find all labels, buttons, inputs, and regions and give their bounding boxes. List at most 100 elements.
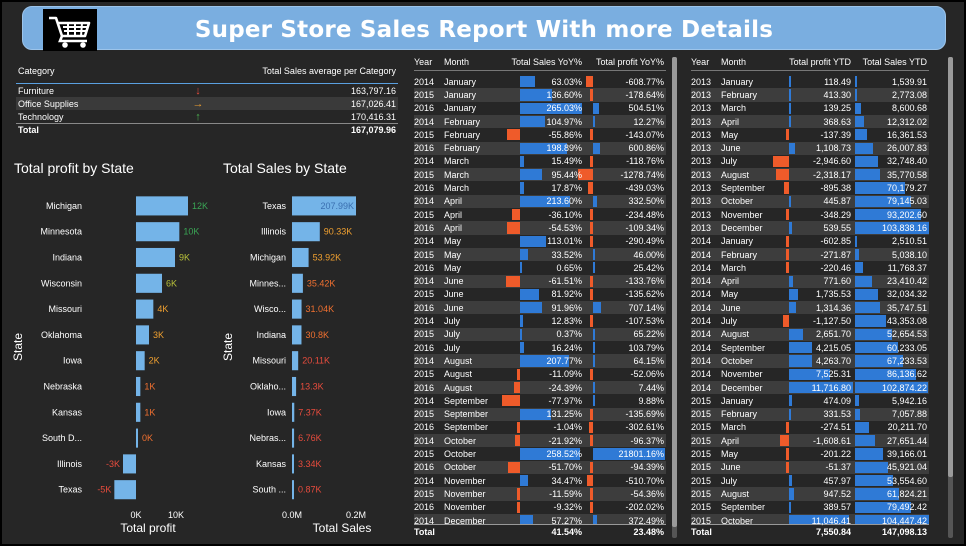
column-header[interactable]: Total profit YTD (789, 57, 851, 67)
table-row[interactable]: 2015 September 389.57 79,492.42 (691, 501, 929, 514)
table-row[interactable]: 2013 June 1,108.73 26,007.83 (691, 141, 929, 155)
table-row[interactable]: 2014 February 104.97% 12.27% (414, 114, 666, 129)
table-row[interactable]: 2015 January 474.09 5,942.16 (691, 394, 929, 407)
sales-yoy-cell: 104.97% (502, 115, 584, 128)
table-row[interactable]: 2015 March 95.44% -1278.74% (414, 168, 666, 182)
table-row[interactable]: 2013 May -137.39 16,361.53 (691, 128, 929, 141)
column-header[interactable]: Year (414, 57, 433, 67)
table-row[interactable]: 2013 July -2,946.60 32,748.40 (691, 155, 929, 168)
table-row[interactable]: 2014 April 771.60 23,410.42 (691, 274, 929, 288)
table-row[interactable]: 2013 October 445.87 79,145.03 (691, 194, 929, 208)
table-row[interactable]: 2014 August 207.77% 64.15% (414, 354, 666, 368)
table-row[interactable]: 2016 June 91.96% 707.14% (414, 301, 666, 315)
table-row[interactable]: 2015 November -11.59% -54.36% (414, 487, 666, 501)
table-row[interactable]: 2015 October 258.52% 21801.16% (414, 447, 666, 460)
table-row[interactable]: 2015 May 33.52% 46.00% (414, 247, 666, 262)
category-row[interactable]: Technology ↑ 170,416.31 (16, 110, 398, 123)
table-row[interactable]: 2014 September 4,215.05 60,233.05 (691, 341, 929, 354)
table-row[interactable]: 2014 November 34.47% -510.70% (414, 474, 666, 487)
table-row[interactable]: 2015 April -36.10% -234.48% (414, 208, 666, 221)
table-row[interactable]: 2015 February -55.86% -143.07% (414, 128, 666, 141)
table-row[interactable]: 2014 May 1,735.53 32,034.32 (691, 288, 929, 301)
data-bar (786, 209, 789, 221)
table-row[interactable]: 2015 June 81.92% -135.62% (414, 288, 666, 301)
table-row[interactable]: 2014 July -1,127.50 43,353.08 (691, 314, 929, 327)
table-row[interactable]: 2016 November -9.32% -202.02% (414, 501, 666, 514)
category-row[interactable]: Furniture ↓ 163,797.16 (16, 84, 398, 97)
table-row[interactable]: 2013 August -2,318.17 35,770.58 (691, 168, 929, 182)
table-row[interactable]: 2014 April 213.60% 332.50% (414, 194, 666, 208)
table-row[interactable]: 2015 July 457.97 53,554.60 (691, 474, 929, 487)
table-row[interactable]: 2013 November -348.29 93,202.60 (691, 208, 929, 221)
table-row[interactable]: 2014 June -61.51% -133.76% (414, 274, 666, 288)
month-cell: July (444, 314, 502, 327)
table-row[interactable]: 2013 April 368.63 12,312.02 (691, 114, 929, 129)
ytd-scroll-thumb[interactable] (948, 57, 953, 477)
table-row[interactable]: 2015 January 136.60% -178.64% (414, 88, 666, 102)
sales-ytd-cell: 70,179.27 (853, 181, 929, 194)
table-row[interactable]: 2013 March 139.25 8,600.68 (691, 102, 929, 115)
table-row[interactable]: 2016 August -24.39% 7.44% (414, 380, 666, 395)
cell-text: August (721, 488, 750, 499)
table-row[interactable]: 2013 December 539.55 103,838.16 (691, 221, 929, 235)
table-row[interactable]: 2013 January 118.49 1,539.91 (691, 75, 929, 88)
table-row[interactable]: 2016 October -51.70% -94.39% (414, 460, 666, 474)
table-row[interactable]: 2014 January 63.03% -608.77% (414, 75, 666, 88)
table-row[interactable]: 2016 March 17.87% -439.03% (414, 181, 666, 194)
table-row[interactable]: 2013 February 413.30 2,773.08 (691, 88, 929, 102)
table-row[interactable]: 2014 March 15.49% -118.76% (414, 155, 666, 168)
table-row[interactable]: 2015 July 0.37% 65.22% (414, 327, 666, 341)
column-header[interactable]: Year (691, 57, 710, 67)
header-total-sales-average[interactable]: Total Sales average per Category (262, 66, 396, 76)
cell-text: 53,554.60 (886, 475, 927, 486)
data-label: 20.11K (302, 356, 330, 366)
yoy-scrollbar[interactable] (672, 57, 677, 538)
table-row[interactable]: 2015 June -51.37 45,921.04 (691, 460, 929, 474)
sales-ytd-cell: 79,492.42 (853, 501, 929, 514)
column-header[interactable]: Total Sales YTD (862, 57, 927, 67)
ytd-scrollbar[interactable] (948, 57, 953, 538)
data-bar (786, 248, 789, 261)
table-row[interactable]: 2014 October 4,263.70 67,233.53 (691, 354, 929, 368)
table-row[interactable]: 2016 January 265.03% 504.51% (414, 102, 666, 115)
table-row[interactable]: 2016 July 16.24% 103.79% (414, 341, 666, 354)
table-row[interactable]: 2014 May 113.01% -290.49% (414, 235, 666, 248)
data-bar (590, 275, 593, 287)
table-row[interactable]: 2015 March -274.51 20,211.70 (691, 421, 929, 434)
table-row[interactable]: 2015 August 947.52 61,824.21 (691, 487, 929, 501)
table-row[interactable]: 2015 February 331.53 7,057.88 (691, 407, 929, 421)
table-row[interactable]: 2015 August -11.09% -52.06% (414, 368, 666, 381)
table-row[interactable]: 2016 February 198.89% 600.86% (414, 141, 666, 155)
table-row[interactable]: 2014 March -220.46 11,768.37 (691, 261, 929, 274)
column-header[interactable]: Month (444, 57, 470, 67)
table-row[interactable]: 2015 April -1,608.61 27,651.44 (691, 434, 929, 448)
table-row[interactable]: 2013 September -895.38 70,179.27 (691, 181, 929, 194)
header-category[interactable]: Category (18, 66, 55, 76)
table-row[interactable]: 2014 January -602.85 2,510.51 (691, 235, 929, 248)
table-row[interactable]: 2014 December 57.27% 372.49% (414, 513, 666, 526)
category-row[interactable]: Office Supplies → 167,026.41 (16, 97, 398, 110)
table-row[interactable]: 2014 August 2,651.70 52,654.53 (691, 327, 929, 341)
table-row[interactable]: 2014 July 12.83% -107.53% (414, 314, 666, 327)
table-row[interactable]: 2014 October -21.92% -96.37% (414, 434, 666, 448)
data-label: 35.42K (307, 278, 336, 288)
table-row[interactable]: 2014 February -271.87 5,038.10 (691, 247, 929, 262)
table-row[interactable]: 2014 November 7,525.31 86,136.62 (691, 368, 929, 381)
table-row[interactable]: 2014 September -77.97% 9.88% (414, 394, 666, 407)
month-cell: October (721, 514, 781, 526)
column-header[interactable]: Total Sales YoY% (511, 57, 582, 67)
yoy-scroll-thumb[interactable] (672, 57, 677, 527)
cell-text: 2014 (414, 475, 435, 486)
table-row[interactable]: 2015 September 131.25% -135.69% (414, 407, 666, 421)
table-row[interactable]: 2014 December 11,716.80 102,874.22 (691, 380, 929, 395)
category-label: Nebras... (249, 433, 286, 443)
table-row[interactable]: 2016 April -54.53% -109.34% (414, 221, 666, 235)
data-bar (520, 475, 529, 487)
column-header[interactable]: Total profit YoY% (595, 57, 664, 67)
table-row[interactable]: 2016 May 0.65% 25.42% (414, 261, 666, 274)
table-row[interactable]: 2014 June 1,314.36 35,747.51 (691, 301, 929, 315)
table-row[interactable]: 2015 May -201.22 39,166.01 (691, 447, 929, 460)
table-row[interactable]: 2016 September -1.04% -302.61% (414, 421, 666, 434)
column-header[interactable]: Month (721, 57, 747, 67)
table-row[interactable]: 2015 October 11,046.41 104,447.42 (691, 513, 929, 526)
